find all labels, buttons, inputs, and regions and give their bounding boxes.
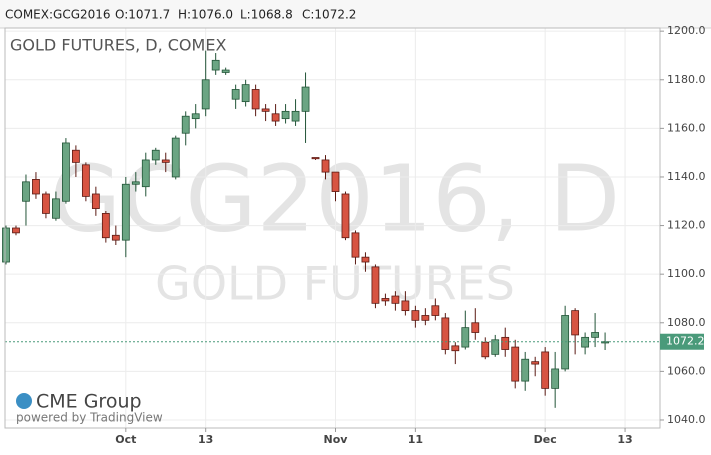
ohlc-low: L:1068.8 <box>240 8 293 22</box>
candle-body <box>151 149 160 161</box>
x-tick-label: 13 <box>617 433 632 446</box>
candle-body <box>541 351 550 389</box>
x-tick-label: Oct <box>115 433 136 446</box>
candle-body <box>531 361 540 365</box>
logo-text: CME Group <box>36 391 142 413</box>
candle-body <box>461 327 470 348</box>
candle-body <box>351 232 360 258</box>
y-tick-label: 1160.0 <box>667 121 706 134</box>
candle-body <box>181 115 190 134</box>
candle-body <box>501 336 510 350</box>
candle-body <box>261 108 270 112</box>
candle-body <box>591 332 599 338</box>
y-tick-label: 1080.0 <box>667 316 706 329</box>
y-tick-label: 1140.0 <box>667 170 706 183</box>
header: COMEX:GCG2016 O:1071.7 H:1076.0 L:1068.8… <box>5 8 356 22</box>
symbol: COMEX:GCG2016 <box>5 8 111 22</box>
candle-body <box>211 59 220 71</box>
candle-body <box>321 159 330 173</box>
candle-body <box>491 339 500 355</box>
branding: CME Group powered by TradingView <box>16 391 163 425</box>
candle-body <box>201 79 210 110</box>
candle-body <box>111 234 120 241</box>
candle-body <box>171 137 180 178</box>
candle-body <box>431 305 440 316</box>
candle-body <box>421 315 430 321</box>
powered-by: powered by TradingView <box>16 411 163 425</box>
candle-body <box>281 110 290 120</box>
candle-body <box>401 300 410 312</box>
candle-body <box>411 310 420 321</box>
candle-body <box>101 213 110 239</box>
candle-body <box>91 193 100 209</box>
candle-body <box>341 193 350 239</box>
candle-body <box>22 181 30 202</box>
last-price-box <box>660 333 704 350</box>
candle-body <box>361 256 370 263</box>
candle-body <box>451 345 460 352</box>
ohlc-close: C:1072.2 <box>302 8 356 22</box>
y-tick-label: 1060.0 <box>667 364 706 377</box>
candle-body <box>32 178 40 195</box>
y-tick-label: 1040.0 <box>667 413 706 426</box>
ohlc-open: O:1071.7 <box>115 8 170 22</box>
candle-body <box>551 368 560 389</box>
candle-body <box>52 198 60 219</box>
candle-body <box>131 181 140 185</box>
plot-border <box>4 27 661 429</box>
candle-body <box>521 358 530 382</box>
y-tick-label: 1180.0 <box>667 73 706 86</box>
candle-body <box>471 322 480 333</box>
logo-icon <box>16 393 32 409</box>
candle-body <box>441 317 450 350</box>
candle-body <box>62 142 70 202</box>
candle-body <box>301 86 310 112</box>
candle-body <box>12 227 20 234</box>
x-tick-label: 13 <box>198 433 213 446</box>
candle-body <box>71 149 80 163</box>
ohlc-high: H:1076.0 <box>178 8 233 22</box>
y-tick-label: 1100.0 <box>667 267 706 280</box>
candle-body <box>371 266 380 304</box>
x-tick-label: 11 <box>408 433 423 446</box>
last-price-label: 1072.2 <box>666 335 705 348</box>
candle-body <box>231 89 240 100</box>
candle-body <box>251 89 260 110</box>
x-tick-label: Nov <box>324 433 349 446</box>
candle-body <box>81 164 90 197</box>
candle-body <box>221 69 230 73</box>
y-tick-label: 1200.0 <box>667 24 706 37</box>
x-tick-label: Dec <box>534 433 557 446</box>
candle-body <box>191 113 200 120</box>
candle-body <box>141 159 150 188</box>
candle-body <box>2 227 10 263</box>
candle-body <box>311 157 320 160</box>
candle-body <box>161 159 170 163</box>
chart-title: GOLD FUTURES, D, COMEX <box>10 36 226 55</box>
candle-body <box>42 193 50 214</box>
candle-body <box>291 110 300 122</box>
candle-body <box>331 171 340 192</box>
header-bar <box>0 0 711 28</box>
candle-body <box>511 346 520 382</box>
candle-body <box>241 84 250 103</box>
candle-body <box>391 295 400 304</box>
candle-body <box>271 113 280 122</box>
candle-body <box>481 341 490 358</box>
candle-body <box>121 183 130 241</box>
candle-body <box>571 310 580 336</box>
candle-body <box>381 298 390 302</box>
y-tick-label: 1120.0 <box>667 219 706 232</box>
